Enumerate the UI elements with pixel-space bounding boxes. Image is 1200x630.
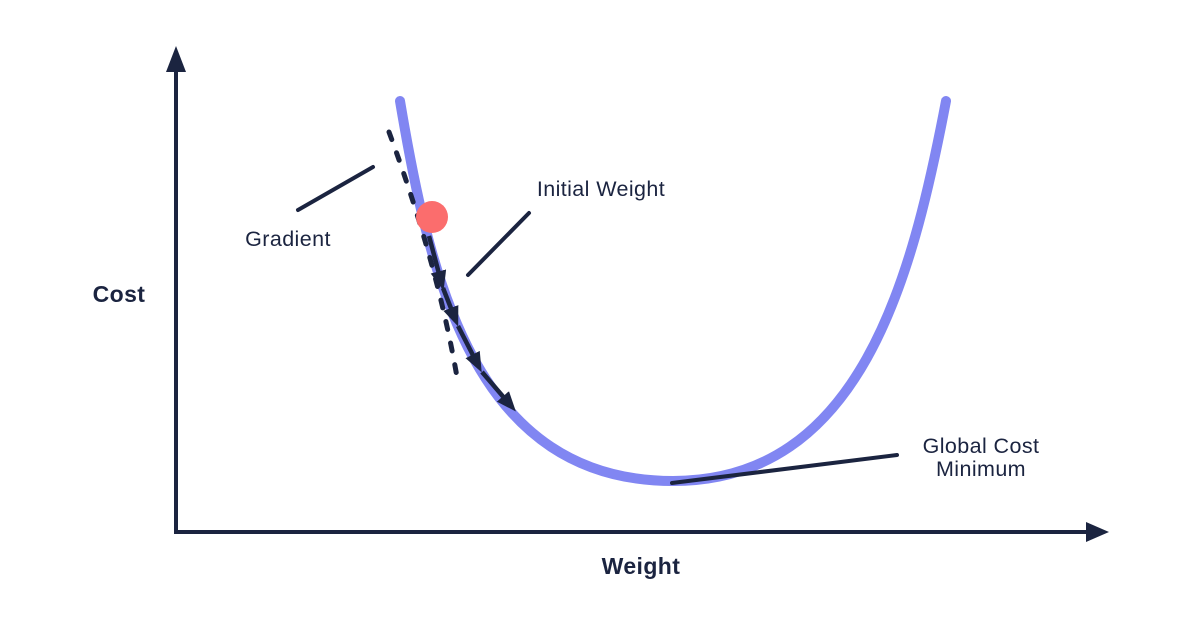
global-minimum-pointer-line	[670, 453, 899, 485]
x-axis-arrowhead-icon	[1086, 522, 1109, 542]
global-minimum-label-line2: Minimum	[936, 457, 1026, 481]
cost-axis-label: Cost	[93, 281, 146, 307]
gradient-pointer-line	[296, 165, 375, 212]
global-minimum-label-line1: Global Cost	[923, 434, 1040, 458]
cost-curve	[395, 96, 951, 487]
gradient-tangent-line	[386, 129, 460, 380]
descent-arrow-segment-4	[480, 370, 516, 412]
weight-axis-label: Weight	[602, 553, 681, 579]
initial-weight-pointer-line	[466, 211, 531, 277]
descent-arrow-segment-2	[440, 287, 459, 327]
gradient-label: Gradient	[245, 227, 331, 251]
initial-weight-label: Initial Weight	[537, 177, 665, 201]
initial-weight-point	[416, 201, 448, 233]
descent-arrow-segment-3	[455, 324, 482, 373]
descent-arrow-segment-1	[426, 235, 447, 291]
y-axis-arrowhead-icon	[166, 46, 186, 72]
